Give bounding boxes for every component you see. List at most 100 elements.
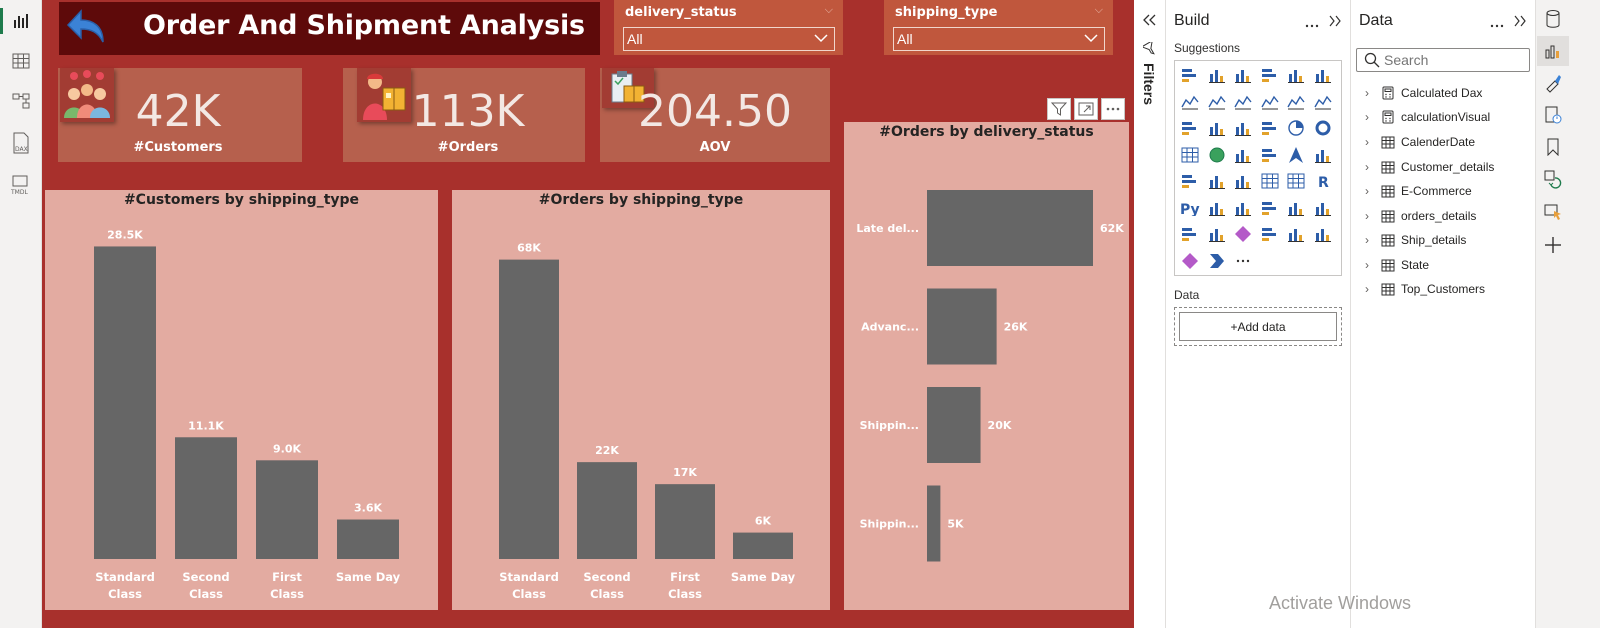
chevron-right-icon[interactable]: ›	[1365, 209, 1369, 223]
performance-analyzer-icon[interactable]	[1537, 100, 1569, 130]
donut-chart-icon[interactable]	[1312, 117, 1334, 139]
filters-label[interactable]: Filters	[1141, 63, 1157, 106]
stacked-bar-icon[interactable]	[1179, 64, 1201, 86]
add-data-button[interactable]: +Add data	[1179, 312, 1337, 341]
data-cylinder-icon[interactable]	[1537, 4, 1569, 34]
slicer-shipping-type[interactable]: shipping_type ⌵ All	[884, 0, 1113, 55]
build-visual-icon[interactable]	[1537, 36, 1569, 66]
chart-orders-by-shipping-type[interactable]: #Orders by shipping_type 68K Standard Clas…	[452, 190, 830, 610]
table-item[interactable]: › Customer_details	[1365, 157, 1494, 177]
tmdl-view-icon[interactable]: TMDL	[6, 170, 36, 200]
clustered-column-icon[interactable]	[1259, 64, 1281, 86]
table-item[interactable]: › Top_Customers	[1365, 279, 1485, 299]
chevron-right-icon[interactable]: ›	[1365, 110, 1369, 124]
chevron-right-icon[interactable]: ›	[1365, 184, 1369, 198]
chevron-right-icon[interactable]: ›	[1365, 258, 1369, 272]
table-item[interactable]: › Ship_details	[1365, 230, 1466, 250]
dax-query-icon[interactable]: DAX	[6, 128, 36, 158]
kpi-card-orders[interactable]: 113K #Orders	[343, 68, 585, 162]
slicer-delivery-status[interactable]: delivery_status ⌵ All	[614, 0, 843, 55]
funnel-chart-icon[interactable]	[1206, 117, 1228, 139]
area-chart-icon[interactable]	[1206, 91, 1228, 113]
back-arrow-icon[interactable]	[65, 6, 107, 52]
search-input[interactable]	[1384, 52, 1524, 68]
table-icon[interactable]	[1259, 170, 1281, 192]
more-options-icon[interactable]	[1489, 14, 1505, 33]
python-visual-icon[interactable]: Py	[1179, 197, 1201, 219]
focus-mode-icon[interactable]	[1074, 98, 1098, 120]
azure-map-icon[interactable]	[1285, 144, 1307, 166]
ribbon-chart-icon[interactable]	[1259, 91, 1281, 113]
more-options-icon[interactable]	[1101, 98, 1125, 120]
slicer-dropdown[interactable]: All	[623, 27, 835, 51]
stacked-area-icon[interactable]	[1232, 91, 1254, 113]
chevron-right-icon[interactable]: ›	[1365, 282, 1369, 296]
kpi-icon[interactable]	[1206, 170, 1228, 192]
funnel-icon[interactable]	[1232, 117, 1254, 139]
power-automate-icon[interactable]	[1206, 223, 1228, 245]
table-item[interactable]: › E-Commerce	[1365, 181, 1472, 201]
100-column-icon[interactable]	[1312, 64, 1334, 86]
table-item[interactable]: › calculationVisual	[1365, 107, 1490, 127]
chevron-right-icon[interactable]: ›	[1365, 233, 1369, 247]
more-visuals-icon[interactable]	[1232, 250, 1254, 272]
collapse-panes-icon[interactable]	[1141, 12, 1157, 31]
treemap-icon[interactable]	[1179, 144, 1201, 166]
format-brush-icon[interactable]	[1537, 68, 1569, 98]
clustered-bar-icon[interactable]	[1232, 64, 1254, 86]
image-icon[interactable]	[1285, 223, 1307, 245]
kpi-card-aov[interactable]: 204.50 AOV	[600, 68, 830, 162]
decomposition-tree-icon[interactable]	[1232, 197, 1254, 219]
selection-pane-icon[interactable]	[1537, 196, 1569, 226]
paginated-report-icon[interactable]	[1179, 223, 1201, 245]
chevron-down-icon[interactable]	[813, 29, 829, 51]
chevron-right-icon[interactable]: ›	[1365, 160, 1369, 174]
table-item[interactable]: › Calculated Dax	[1365, 83, 1482, 103]
key-influencers-icon[interactable]	[1206, 197, 1228, 219]
table-view-icon[interactable]	[6, 46, 36, 76]
bookmark-icon[interactable]	[1537, 132, 1569, 162]
goals-icon[interactable]	[1259, 223, 1281, 245]
shape-map-icon[interactable]	[1259, 144, 1281, 166]
filled-map-icon[interactable]	[1232, 144, 1254, 166]
line-chart-icon[interactable]	[1179, 91, 1201, 113]
custom-visual-icon[interactable]	[1312, 223, 1334, 245]
sync-slicers-icon[interactable]	[1537, 164, 1569, 194]
chevron-down-icon[interactable]	[1083, 29, 1099, 51]
add-pane-icon[interactable]	[1537, 230, 1569, 260]
slicer-dropdown[interactable]: All	[893, 27, 1105, 51]
kpi-card-customers[interactable]: 42K #Customers	[58, 68, 302, 162]
stacked-column-icon[interactable]	[1206, 64, 1228, 86]
power-apps-icon[interactable]	[1232, 223, 1254, 245]
waterfall-icon[interactable]	[1179, 117, 1201, 139]
qa-icon[interactable]	[1259, 197, 1281, 219]
pie-chart-icon[interactable]	[1285, 117, 1307, 139]
map-icon[interactable]	[1206, 144, 1228, 166]
chart-customers-by-shipping-type[interactable]: #Customers by shipping_type 28.5K Standar…	[45, 190, 438, 610]
gauge-icon[interactable]	[1312, 144, 1334, 166]
filter-icon[interactable]	[1047, 98, 1071, 120]
expand-pane-icon[interactable]	[1513, 12, 1527, 31]
filters-pane-collapsed[interactable]	[1134, 0, 1166, 628]
metrics-icon[interactable]	[1312, 197, 1334, 219]
model-view-icon[interactable]	[6, 86, 36, 116]
smart-narrative-icon[interactable]	[1285, 197, 1307, 219]
chevron-right-icon[interactable]: ›	[1365, 86, 1369, 100]
line-clustered-icon[interactable]	[1312, 91, 1334, 113]
power-bi-icon[interactable]	[1179, 250, 1201, 272]
arrow-chevron-icon[interactable]	[1206, 250, 1228, 272]
table-item[interactable]: › CalenderDate	[1365, 132, 1475, 152]
slicer-icon[interactable]	[1232, 170, 1254, 192]
chart-orders-by-delivery-status[interactable]: #Orders by delivery_status 62K Late del..…	[844, 122, 1129, 610]
scatter-icon[interactable]	[1259, 117, 1281, 139]
r-visual-icon[interactable]: R	[1312, 170, 1334, 192]
search-box[interactable]	[1356, 48, 1530, 72]
line-column-icon[interactable]	[1285, 91, 1307, 113]
report-view-icon[interactable]	[0, 6, 36, 36]
more-options-icon[interactable]	[1304, 14, 1320, 33]
table-item[interactable]: › State	[1365, 255, 1429, 275]
card-icon[interactable]	[1179, 170, 1201, 192]
100-bar-icon[interactable]	[1285, 64, 1307, 86]
table-item[interactable]: › orders_details	[1365, 206, 1476, 226]
chevron-right-icon[interactable]: ›	[1365, 135, 1369, 149]
